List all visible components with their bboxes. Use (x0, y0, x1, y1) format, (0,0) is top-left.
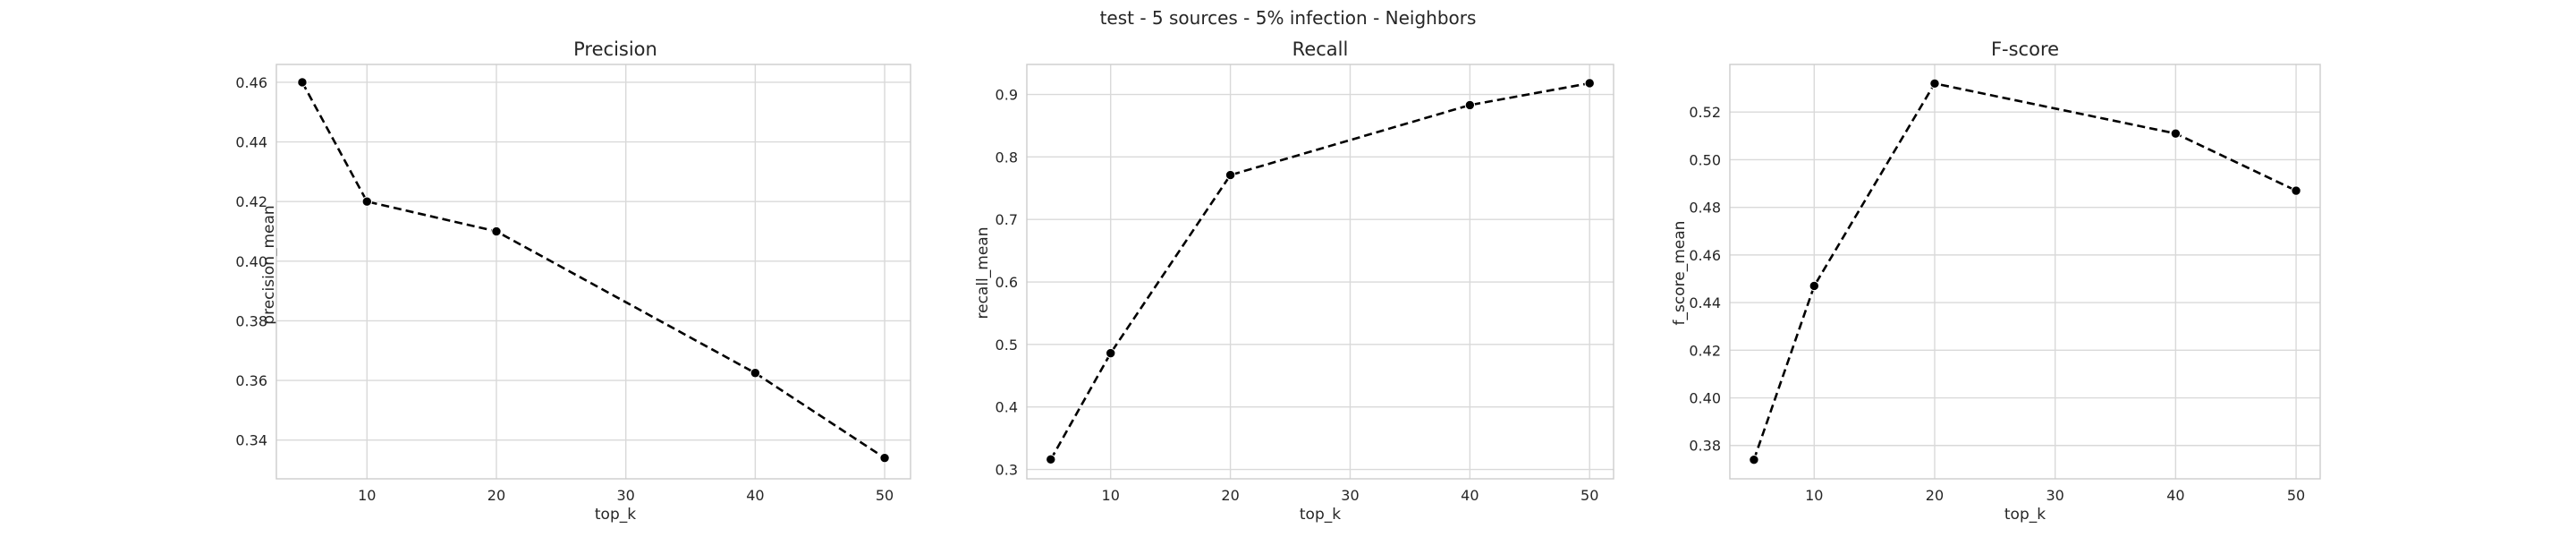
y-tick-label: 0.42 (235, 193, 267, 210)
x-tick-label: 10 (1102, 487, 1120, 504)
x-tick-label: 10 (358, 487, 376, 504)
y-tick-label: 0.6 (996, 274, 1018, 291)
y-tick-label: 0.34 (235, 432, 267, 449)
y-tick-label: 0.3 (996, 462, 1018, 479)
figure-suptitle: test - 5 sources - 5% infection - Neighb… (1100, 7, 1477, 29)
data-point (1749, 455, 1759, 465)
y-tick-label: 0.40 (1689, 390, 1721, 407)
y-tick-label: 0.40 (235, 253, 267, 270)
y-tick-label: 0.48 (1689, 200, 1721, 217)
plot-area: 10 20 30 40 50 0.38 0.40 0.42 0.44 0.46 0.48 0.50 0.… (1689, 64, 2321, 504)
x-tick-label: 20 (1221, 487, 1239, 504)
x-tick-label: 20 (1926, 487, 1944, 504)
data-point (1809, 280, 1819, 292)
y-tick-label: 0.8 (996, 149, 1018, 166)
plot-area: 10 20 30 40 50 0.3 0.4 0.5 0.6 0.7 0.8 0.9 (996, 64, 1614, 504)
data-point (2170, 128, 2182, 139)
data-point (750, 368, 761, 379)
x-tick-label: 30 (1341, 487, 1359, 504)
x-tick-label: 40 (2166, 487, 2184, 504)
data-point (1224, 169, 1236, 181)
panel-title: Precision (573, 38, 657, 60)
plot-area: 10 20 30 40 50 0.34 0.36 0.38 0.40 0.42 0.44 0.46 (235, 64, 911, 504)
panel-fscore: F-score top_k f_score_mean 10 20 30 40 50 0.3… (1671, 38, 2321, 524)
x-tick-label: 30 (616, 487, 634, 504)
panel-title: Recall (1292, 38, 1349, 60)
axes-frame (275, 64, 911, 480)
y-axis-label: recall_mean (974, 227, 992, 320)
data-point (491, 226, 502, 237)
panel-precision: Precision top_k precision_mean 10 20 30 40 5… (235, 38, 911, 524)
x-tick-label: 50 (1580, 487, 1598, 504)
x-tick-label: 50 (2287, 487, 2305, 504)
axes-frame (1729, 64, 2321, 480)
data-point (1584, 78, 1595, 89)
x-tick-label: 10 (1805, 487, 1823, 504)
y-tick-label: 0.46 (1689, 247, 1721, 264)
data-point (2291, 185, 2301, 196)
y-tick-label: 0.46 (235, 74, 267, 91)
y-tick-label: 0.36 (235, 372, 267, 389)
data-point (1046, 454, 1056, 465)
axes-frame (1026, 64, 1614, 480)
y-tick-label: 0.38 (235, 312, 267, 329)
y-tick-label: 0.7 (996, 211, 1018, 228)
x-tick-label: 40 (746, 487, 764, 504)
x-tick-label: 40 (1461, 487, 1479, 504)
x-axis-label: top_k (1300, 506, 1341, 524)
panel-title: F-score (1991, 38, 2059, 60)
y-tick-label: 0.5 (996, 337, 1018, 354)
data-point (1929, 78, 1940, 89)
y-tick-label: 0.52 (1689, 104, 1721, 121)
x-tick-label: 50 (876, 487, 894, 504)
y-tick-label: 0.38 (1689, 438, 1721, 455)
series-line (301, 81, 886, 459)
panel-recall: Recall top_k recall_mean 10 20 30 40 50 0.3 0.… (974, 38, 1614, 524)
y-axis-label: precision_mean (260, 205, 278, 324)
data-point (297, 77, 308, 88)
x-tick-label: 30 (2046, 487, 2063, 504)
series-line (1752, 81, 2297, 461)
data-point (1464, 99, 1476, 111)
y-tick-label: 0.44 (235, 134, 267, 151)
series-line (1049, 81, 1590, 461)
x-tick-label: 20 (487, 487, 505, 504)
x-axis-label: top_k (2004, 506, 2046, 524)
y-tick-label: 0.44 (1689, 294, 1721, 311)
y-tick-label: 0.50 (1689, 151, 1721, 168)
y-tick-label: 0.9 (996, 87, 1018, 104)
y-tick-label: 0.42 (1689, 342, 1721, 359)
x-axis-label: top_k (595, 506, 636, 524)
y-axis-label: f_score_mean (1671, 221, 1689, 326)
data-point (361, 196, 372, 207)
data-point (879, 452, 890, 464)
y-tick-label: 0.4 (996, 399, 1018, 416)
data-point (1106, 347, 1116, 359)
